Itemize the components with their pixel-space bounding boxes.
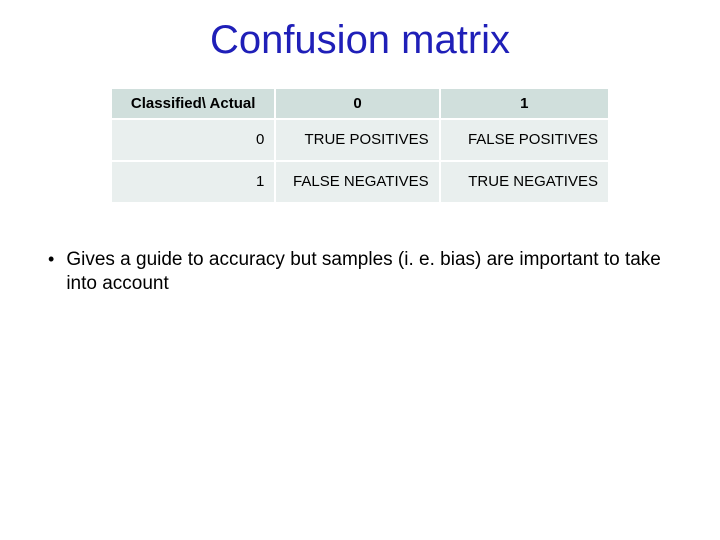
table-row-label: 0 (111, 119, 275, 161)
table-header-cell: Classified\ Actual (111, 88, 275, 119)
bullet-text: Gives a guide to accuracy but samples (i… (66, 248, 690, 296)
table-header-cell: 0 (275, 88, 439, 119)
table-header-row: Classified\ Actual 0 1 (111, 88, 609, 119)
bullet-list: • Gives a guide to accuracy but samples … (48, 248, 690, 296)
table-header-cell: 1 (440, 88, 609, 119)
table-row: 1 FALSE NEGATIVES TRUE NEGATIVES (111, 161, 609, 203)
table-cell: TRUE POSITIVES (275, 119, 439, 161)
slide-title: Confusion matrix (0, 0, 720, 87)
confusion-matrix-table: Classified\ Actual 0 1 0 TRUE POSITIVES … (110, 87, 610, 204)
table-row: 0 TRUE POSITIVES FALSE POSITIVES (111, 119, 609, 161)
table-cell: FALSE NEGATIVES (275, 161, 439, 203)
table-row-label: 1 (111, 161, 275, 203)
bullet-dot-icon: • (48, 248, 54, 271)
table-cell: TRUE NEGATIVES (440, 161, 609, 203)
bullet-item: • Gives a guide to accuracy but samples … (48, 248, 690, 296)
table-cell: FALSE POSITIVES (440, 119, 609, 161)
